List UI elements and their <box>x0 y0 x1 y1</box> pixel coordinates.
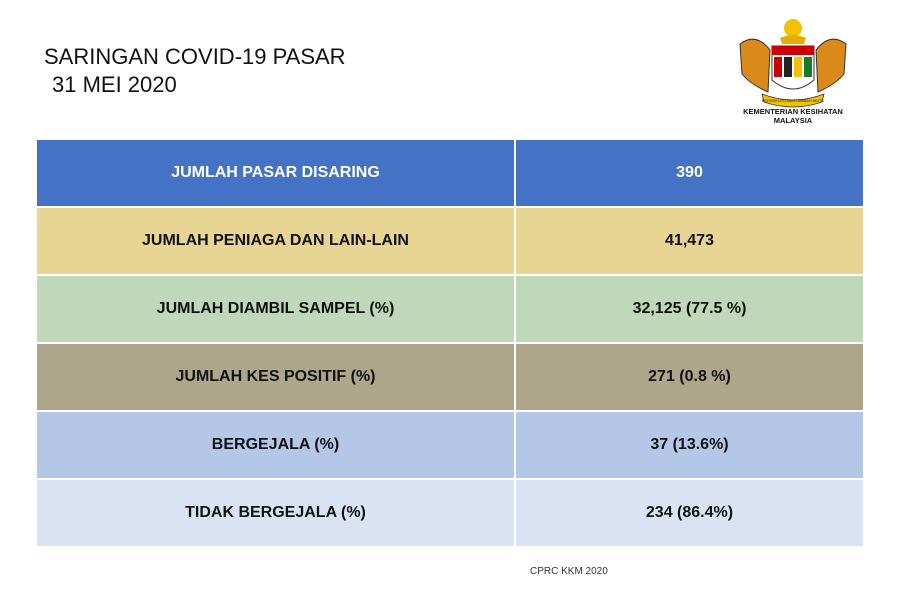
banner <box>761 93 825 108</box>
row-label: JUMLAH PENIAGA DAN LAIN-LAIN <box>37 208 514 274</box>
row-value: 41,473 <box>516 208 863 274</box>
row-value: 32,125 (77.5 %) <box>516 276 863 342</box>
logo-text: KEMENTERIAN KESIHATAN <box>743 107 843 116</box>
table-row: JUMLAH DIAMBIL SAMPEL (%) 32,125 (77.5 %) <box>37 276 863 342</box>
motto: BERSEKUTU BERTAMBAH MUTU <box>762 98 825 103</box>
title: SARINGAN COVID-19 PASAR <box>44 44 346 69</box>
date: 31 MEI 2020 <box>52 72 177 97</box>
logo: BERSEKUTU BERTAMBAH MUTU KEMENTERIAN KES… <box>739 19 847 125</box>
tiger-right <box>815 38 847 93</box>
row-value: 271 (0.8 %) <box>516 344 863 410</box>
row-value: 37 (13.6%) <box>516 412 863 478</box>
table-row: TIDAK BERGEJALA (%) 234 (86.4%) <box>37 480 863 546</box>
shield-bar <box>784 57 792 77</box>
shield-bar <box>794 57 802 77</box>
table-row: JUMLAH PASAR DISARING 390 <box>37 140 863 206</box>
logo-text: MALAYSIA <box>774 116 813 125</box>
shield-top <box>772 46 814 55</box>
footer: CPRC KKM 2020 <box>530 566 608 577</box>
table-row: JUMLAH KES POSITIF (%) 271 (0.8 %) <box>37 344 863 410</box>
star <box>784 19 802 37</box>
shield-bar <box>774 57 782 77</box>
row-label: BERGEJALA (%) <box>37 412 514 478</box>
table: JUMLAH PASAR DISARING 390 JUMLAH PENIAGA D… <box>37 140 863 548</box>
row-label: JUMLAH PASAR DISARING <box>37 140 514 206</box>
crescent <box>780 35 806 44</box>
row-value: 234 (86.4%) <box>516 480 863 546</box>
table-row: JUMLAH PENIAGA DAN LAIN-LAIN 41,473 <box>37 208 863 274</box>
shield <box>771 45 815 90</box>
row-label: TIDAK BERGEJALA (%) <box>37 480 514 546</box>
table-row: BERGEJALA (%) 37 (13.6%) <box>37 412 863 478</box>
shield-bar <box>804 57 812 77</box>
row-value: 390 <box>516 140 863 206</box>
row-label: JUMLAH KES POSITIF (%) <box>37 344 514 410</box>
row-label: JUMLAH DIAMBIL SAMPEL (%) <box>37 276 514 342</box>
tiger-left <box>739 38 771 93</box>
